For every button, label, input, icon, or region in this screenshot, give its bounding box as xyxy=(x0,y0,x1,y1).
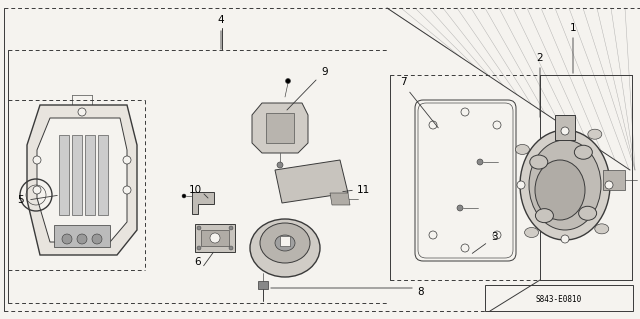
Bar xyxy=(54,225,110,247)
Bar xyxy=(603,170,625,190)
Circle shape xyxy=(277,162,283,168)
Text: 9: 9 xyxy=(322,67,328,77)
Text: 4: 4 xyxy=(218,15,224,25)
Circle shape xyxy=(62,234,72,244)
Ellipse shape xyxy=(529,140,601,230)
Ellipse shape xyxy=(525,227,539,237)
Ellipse shape xyxy=(515,145,529,154)
Polygon shape xyxy=(27,105,137,255)
Circle shape xyxy=(197,226,201,230)
Ellipse shape xyxy=(588,129,602,139)
Ellipse shape xyxy=(595,224,609,234)
Ellipse shape xyxy=(536,209,554,223)
Circle shape xyxy=(123,156,131,164)
Circle shape xyxy=(197,246,201,250)
Circle shape xyxy=(92,234,102,244)
Text: 1: 1 xyxy=(570,23,576,33)
Circle shape xyxy=(77,234,87,244)
Polygon shape xyxy=(37,118,127,242)
Polygon shape xyxy=(192,192,214,214)
Text: 5: 5 xyxy=(17,195,23,205)
Ellipse shape xyxy=(520,130,610,240)
Circle shape xyxy=(210,233,220,243)
Bar xyxy=(280,236,290,246)
Polygon shape xyxy=(252,103,308,153)
Bar xyxy=(195,224,235,252)
Circle shape xyxy=(429,231,437,239)
Circle shape xyxy=(285,78,291,84)
Circle shape xyxy=(605,181,613,189)
Text: 6: 6 xyxy=(195,257,202,267)
Bar xyxy=(485,285,633,311)
Ellipse shape xyxy=(535,160,585,220)
Text: 2: 2 xyxy=(537,53,543,63)
Circle shape xyxy=(517,181,525,189)
Circle shape xyxy=(33,156,41,164)
Polygon shape xyxy=(275,160,348,203)
Bar xyxy=(555,115,575,140)
Ellipse shape xyxy=(574,145,593,159)
Circle shape xyxy=(493,121,501,129)
Circle shape xyxy=(561,235,569,243)
Bar xyxy=(266,113,294,143)
Text: 8: 8 xyxy=(418,287,424,297)
Circle shape xyxy=(461,108,469,116)
Bar xyxy=(85,135,95,215)
Circle shape xyxy=(123,186,131,194)
Bar xyxy=(59,135,69,215)
Ellipse shape xyxy=(579,206,596,220)
Circle shape xyxy=(78,108,86,116)
Ellipse shape xyxy=(275,235,295,251)
Ellipse shape xyxy=(260,223,310,263)
Circle shape xyxy=(493,231,501,239)
Text: S843-E0810: S843-E0810 xyxy=(536,295,582,305)
Circle shape xyxy=(33,186,41,194)
Circle shape xyxy=(229,226,233,230)
Text: 7: 7 xyxy=(400,77,406,87)
Circle shape xyxy=(461,244,469,252)
Circle shape xyxy=(457,205,463,211)
Circle shape xyxy=(477,159,483,165)
Bar xyxy=(258,281,268,289)
Ellipse shape xyxy=(250,219,320,277)
Circle shape xyxy=(229,246,233,250)
Circle shape xyxy=(561,127,569,135)
Ellipse shape xyxy=(530,155,548,169)
Circle shape xyxy=(182,194,186,198)
Text: 10: 10 xyxy=(188,185,202,195)
Text: 3: 3 xyxy=(491,232,497,242)
Bar xyxy=(201,230,229,246)
Bar xyxy=(98,135,108,215)
Bar xyxy=(72,135,82,215)
Polygon shape xyxy=(330,193,350,205)
Circle shape xyxy=(429,121,437,129)
Text: 11: 11 xyxy=(356,185,370,195)
